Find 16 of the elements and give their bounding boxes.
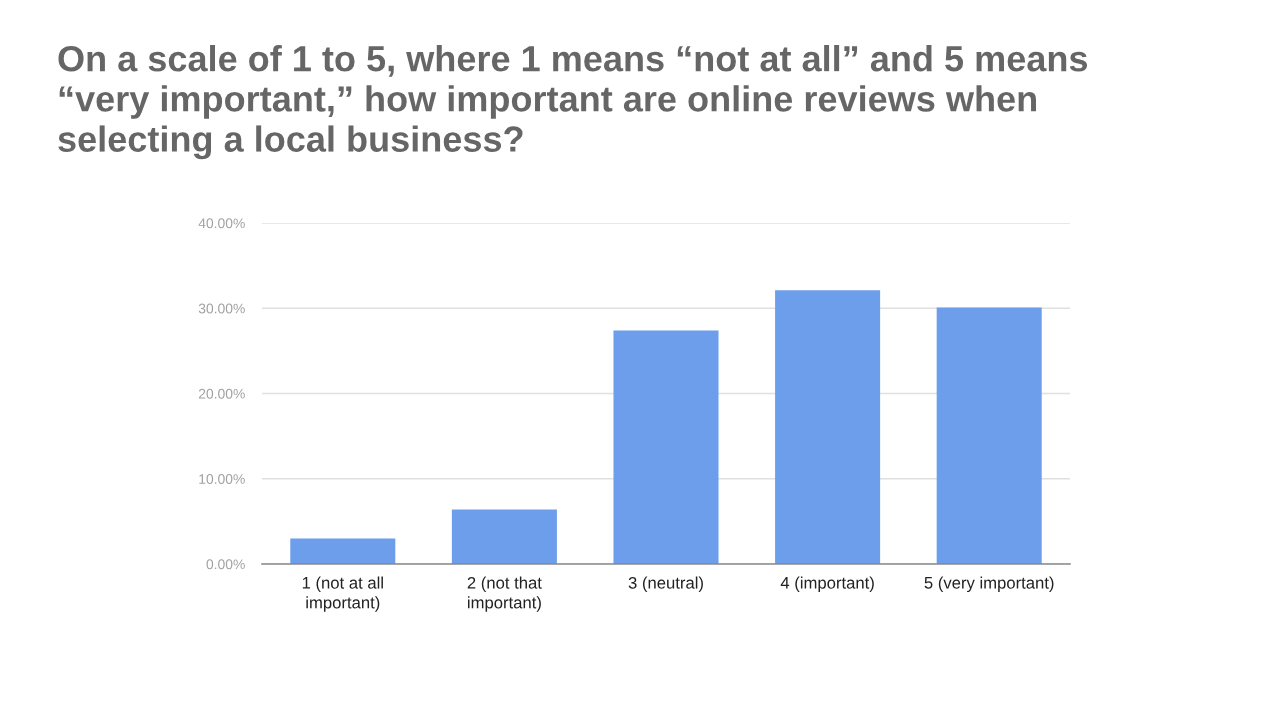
x-tick-label: 4 (important) [780, 576, 874, 593]
x-tick-label: 2 (not that important) [467, 576, 542, 612]
y-tick-label: 10.00% [199, 474, 245, 484]
bar [775, 290, 881, 564]
x-tick-label: 1 (not at all important) [302, 576, 383, 612]
bar [451, 509, 557, 564]
y-tick-label: 20.00% [198, 388, 245, 399]
y-tick-label: 30.00% [198, 303, 245, 314]
x-tick-label: 5 (very important) [924, 576, 1054, 593]
bar [290, 538, 396, 564]
x-tick-label: 3 (neutral) [628, 576, 703, 593]
y-tick-label: 40.00% [198, 218, 245, 229]
bar [613, 330, 719, 564]
chart-title: On a scale of 1 to 5, where 1 means “not at all” and 5 means “very important,” how important are online reviews when selecting a local business? [58, 45, 1088, 160]
bar [936, 307, 1042, 564]
y-tick-label: 0.00% [206, 559, 245, 570]
